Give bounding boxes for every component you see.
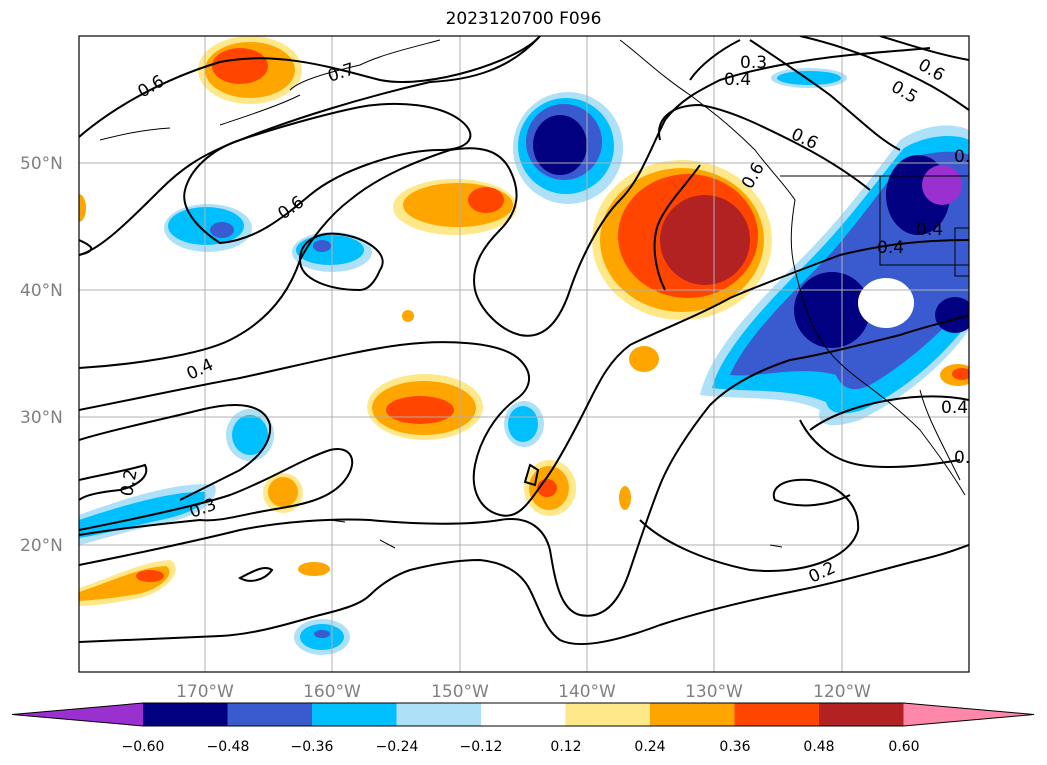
colorbar-segment	[819, 703, 904, 726]
colorbar-tick: 0.48	[803, 739, 834, 755]
colorbar-segment	[565, 703, 651, 726]
colorbar-tick: −0.12	[460, 739, 503, 755]
colorbar-tick: 0.60	[888, 739, 919, 755]
colorbar-extend-max	[903, 703, 1034, 726]
colorbar	[11, 702, 1035, 727]
map-title: 2023120700 F096	[445, 9, 602, 29]
colorbar-tick: −0.60	[122, 739, 165, 755]
lat-label: 20°N	[20, 536, 63, 556]
contour-label: 0.4	[941, 398, 968, 418]
contour-label: 0.2	[954, 448, 981, 468]
lat-label: 40°N	[20, 281, 63, 301]
colorbar-extend-min	[12, 703, 143, 726]
colorbar-outline	[11, 702, 1035, 727]
contour-label: 0.2	[117, 468, 141, 498]
contour-lines	[79, 36, 969, 646]
colorbar-segment	[312, 703, 397, 726]
colorbar-tick: −0.24	[376, 739, 419, 755]
lon-label: 130°W	[685, 682, 743, 702]
contour-label: 0.3	[740, 53, 767, 73]
contour-label: 0.5	[954, 147, 981, 167]
contour-label: 0.4	[877, 238, 904, 258]
colorbar-segment	[396, 703, 482, 726]
map-frame	[78, 35, 970, 673]
colorbar-segment	[734, 703, 820, 726]
gridlines	[79, 36, 969, 672]
lon-label: 160°W	[303, 682, 361, 702]
colorbar-segment	[143, 703, 228, 726]
lon-label: 150°W	[431, 682, 489, 702]
coastlines	[99, 39, 969, 549]
lon-label: 120°W	[813, 682, 871, 702]
contour-label: 0.4	[916, 220, 943, 240]
colorbar-ticks: −0.60 −0.48 −0.36 −0.24 −0.12 0.12 0.24 …	[122, 739, 920, 755]
lat-label: 30°N	[20, 408, 63, 428]
lon-label: 170°W	[176, 682, 234, 702]
colorbar-tick: −0.36	[291, 739, 334, 755]
colorbar-segment	[481, 703, 566, 726]
lon-label: 140°W	[558, 682, 616, 702]
colorbar-tick: −0.48	[207, 739, 250, 755]
colorbar-segment	[650, 703, 735, 726]
colorbar-tick: 0.24	[634, 739, 665, 755]
lat-label: 50°N	[20, 154, 63, 174]
colorbar-segment	[227, 703, 313, 726]
contour-label: 0.4	[724, 70, 751, 90]
colorbar-tick: 0.36	[719, 739, 750, 755]
colorbar-tick: 0.12	[550, 739, 581, 755]
anomaly-fills	[79, 36, 969, 655]
